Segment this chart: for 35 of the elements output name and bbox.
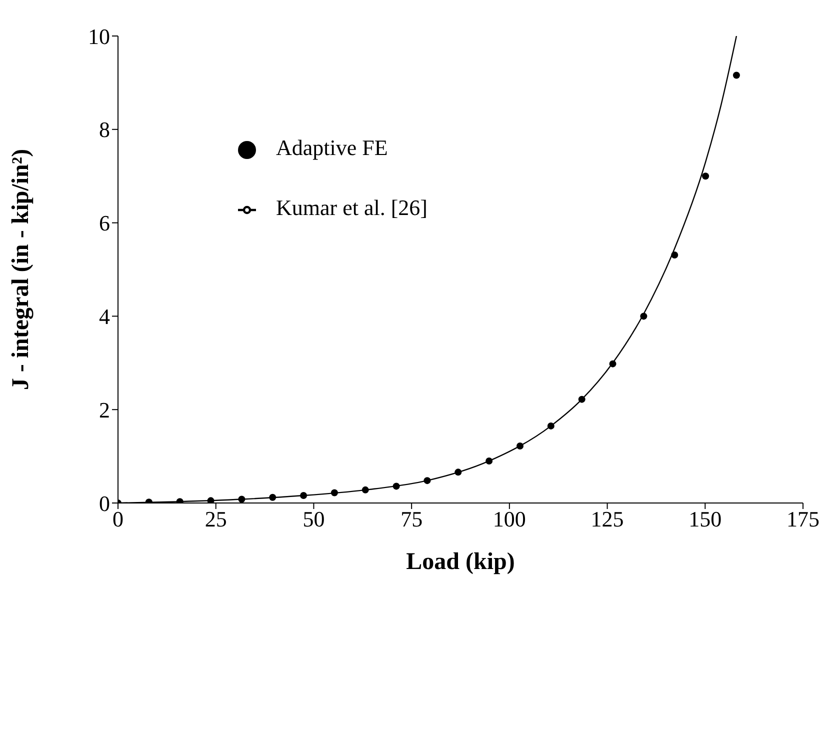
legend-label: Adaptive FE [276, 135, 388, 160]
x-tick-label: 100 [492, 506, 526, 532]
point [238, 496, 246, 503]
point [207, 497, 214, 503]
x-tick-label: 75 [400, 506, 423, 532]
y-tick-label: 0 [99, 490, 110, 516]
x-tick-label: 150 [688, 506, 722, 532]
point [516, 442, 524, 450]
point [362, 486, 369, 494]
legend-label: Kumar et al. [26] [276, 195, 428, 220]
point [454, 468, 462, 476]
point [732, 72, 740, 79]
point [424, 477, 431, 484]
point [671, 252, 678, 259]
point [330, 489, 338, 496]
x-axis-title: Load (kip) [406, 549, 515, 575]
y-tick-label: 2 [99, 397, 110, 422]
x-tick-label: 175 [786, 506, 820, 532]
y-tick-label: 4 [99, 304, 110, 330]
x-tick-label: 50 [302, 506, 325, 532]
y-tick-label: 8 [99, 117, 110, 142]
y-axis-title: J - integral (in - kip/in²) [8, 148, 34, 390]
point [547, 422, 554, 430]
point [578, 396, 586, 403]
point [702, 172, 710, 180]
point [392, 482, 400, 490]
point [640, 312, 648, 320]
point [300, 492, 308, 500]
point [609, 360, 616, 368]
point [269, 494, 276, 501]
x-tick-label: 125 [590, 506, 624, 532]
x-tick-label: 25 [204, 506, 227, 532]
y-tick-label: 6 [99, 210, 110, 236]
y-tick-label: 10 [88, 24, 110, 49]
point [486, 457, 493, 464]
